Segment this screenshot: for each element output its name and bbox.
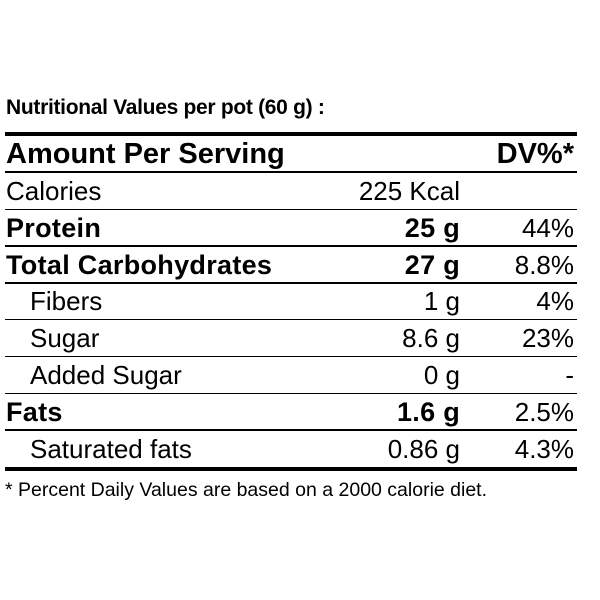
nutrient-dv: 2.5% [514,396,574,427]
nutrient-row: Fibers 1 g 4% [0,283,600,319]
nutrient-dv: 4% [536,286,574,317]
nutrient-row: Protein 25 g 44% [0,210,600,246]
nutrient-amount: 1.6 g [396,396,460,427]
nutrient-label: Protein [6,212,102,243]
header-dv: DV%* [496,138,574,170]
nutrient-amount: 1 g [423,286,460,317]
rule [5,467,577,471]
nutrient-label: Added Sugar [30,360,182,390]
nutrient-label: Fibers [30,286,103,317]
nutrient-dv: 44% [521,212,574,243]
nutrient-row: Calories 225 Kcal [0,173,600,209]
row-separator [5,282,577,284]
nutrient-amount: 0.86 g [387,433,460,464]
nutrient-label: Calories [6,176,102,206]
nutrient-label: Fats [6,396,63,427]
rule [5,132,577,136]
nutrient-amount: 0 g [423,360,460,390]
row-separator [5,355,577,358]
nutrient-amount: 27 g [404,249,460,280]
nutrient-amount: 25 g [404,212,460,243]
nutrient-row: Added Sugar 0 g - [0,357,600,393]
nutrient-label: Saturated fats [30,433,192,464]
row-separator [5,318,577,321]
nutrient-label: Sugar [30,323,100,354]
nutrient-amount: 8.6 g [402,323,460,354]
nutrient-amount: 225 Kcal [358,176,460,206]
nutrient-label: Total Carbohydrates [6,249,273,280]
title: Nutritional Values per pot (60 g) : [6,96,325,119]
row-separator [5,245,577,247]
footnote: * Percent Daily Values are based on a 20… [5,479,488,501]
row-separator [5,429,577,431]
nutrient-dv: 8.8% [514,249,574,280]
nutrient-dv: - [565,360,574,390]
nutrient-dv: 23% [521,323,574,354]
header-label: Amount Per Serving [6,138,285,170]
rule [5,171,577,173]
nutrient-dv: 4.3% [514,433,574,464]
nutrient-row: Sugar 8.6 g 23% [0,320,600,356]
nutrient-row: Fats 1.6 g 2.5% [0,394,600,430]
nutrient-row: Total Carbohydrates 27 g 8.8% [0,247,600,283]
row-separator [5,208,577,210]
nutrient-row: Saturated fats 0.86 g 4.3% [0,431,600,467]
row-separator [5,392,577,394]
